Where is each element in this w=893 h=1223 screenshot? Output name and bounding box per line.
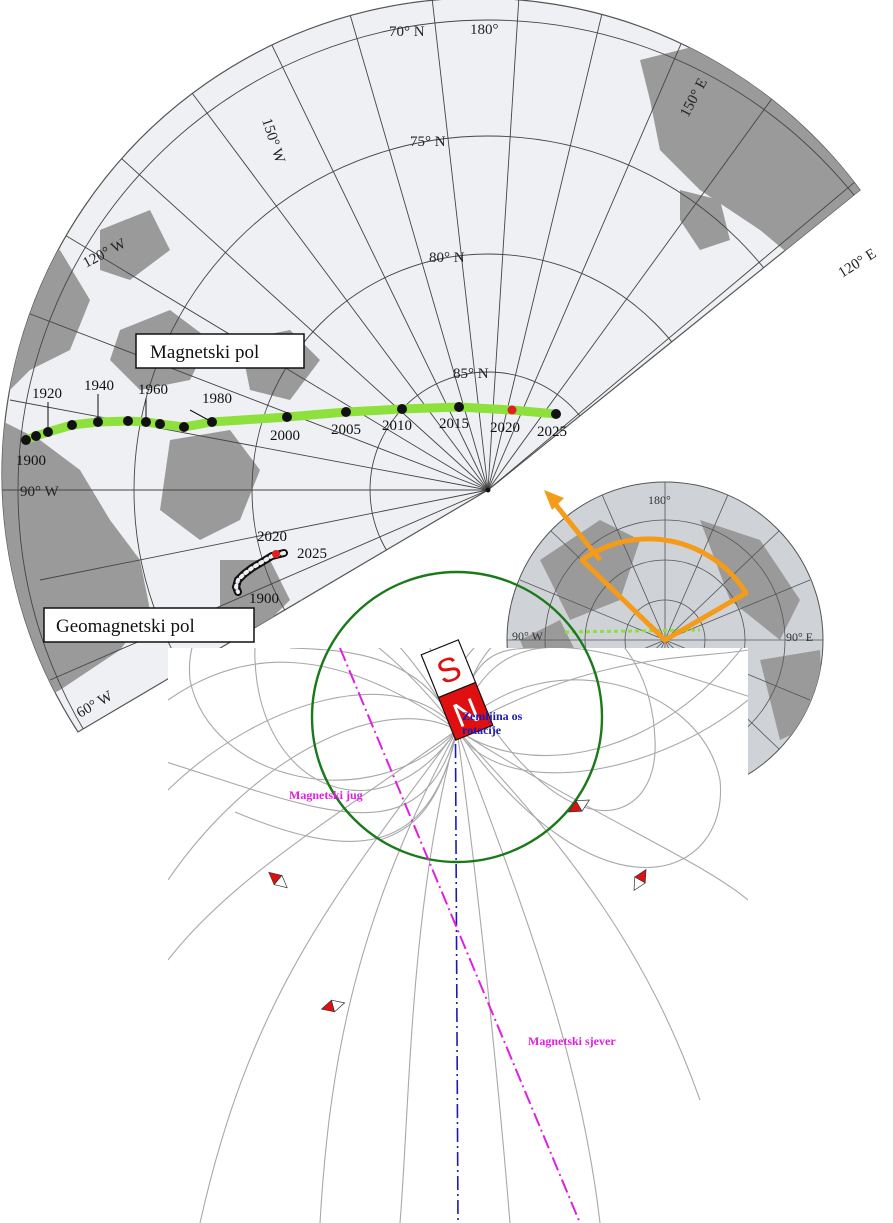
geo-year-1900: 1900: [249, 591, 279, 607]
magnetic-south-label: Magnetski jug: [289, 788, 363, 802]
magnetic-pole-point: [67, 420, 77, 430]
north-pole-dot: [485, 487, 491, 493]
svg-text:Magnetski pol: Magnetski pol: [150, 342, 259, 363]
lat-label-85: 85° N: [453, 366, 489, 382]
year-1940: 1940: [84, 378, 114, 394]
year-leaders: [47, 394, 213, 432]
geo-year-2025: 2025: [297, 546, 327, 562]
magnetic-pole-point: [454, 402, 464, 412]
magnet-n-pole: [437, 681, 494, 741]
geo-year-2020: 2020: [257, 529, 287, 545]
year-2020: 2020: [490, 420, 520, 436]
compass-needles: [268, 799, 647, 1013]
magnetic-axis: [339, 647, 581, 1223]
year-2015: 2015: [439, 416, 469, 432]
svg-text:Geomagnetski pol: Geomagnetski pol: [56, 616, 195, 637]
rotation-axis-label-1: Zemljina os: [462, 709, 523, 723]
magnetic-field-diagram: S N Zemljina os rotacije Magnetski jug M…: [168, 570, 748, 1223]
lat-label-80: 80° N: [429, 250, 465, 266]
year-2010: 2010: [382, 418, 412, 434]
geomagnetic-pole-label-box: Geomagnetski pol: [43, 607, 255, 643]
magnetic-pole-point: [551, 409, 561, 419]
magnetic-pole-point: [21, 435, 31, 445]
lon-label-120e: 120° E: [836, 246, 880, 282]
magnetic-pole-point: [507, 405, 517, 415]
magnetic-pole-track: [21, 402, 561, 445]
inset-arrow-head: [544, 490, 564, 510]
inset-highlight-sector: [579, 536, 749, 643]
inset-label-90w: 90° W: [512, 629, 544, 643]
field-panel: [168, 648, 748, 1223]
year-2005: 2005: [331, 422, 361, 438]
lon-label-90w: 90° W: [20, 484, 59, 500]
magnetic-pole-points: [21, 402, 561, 445]
magnetic-pole-point: [31, 431, 41, 441]
magnetic-pole-point: [123, 416, 133, 426]
year-1920: 1920: [32, 386, 62, 402]
geomagnetic-track-inner: [233, 551, 286, 594]
bar-magnet: S N: [420, 639, 494, 741]
earth-circle: [310, 570, 604, 864]
lon-label-180: 180°: [470, 22, 499, 38]
rotation-axis-label-2: rotacije: [462, 723, 502, 737]
geomagnetic-pole-current: [272, 550, 280, 558]
field-lines: [168, 648, 748, 1223]
magnetic-pole-point: [282, 412, 292, 422]
year-2000: 2000: [270, 428, 300, 444]
year-1960: 1960: [138, 382, 168, 398]
lat-label-75: 75° N: [410, 134, 446, 150]
inset-label-90e: 90° E: [786, 630, 813, 644]
magnetic-pole-point: [179, 422, 189, 432]
magnetic-pole-point: [155, 419, 165, 429]
inset-label-180: 180°: [648, 493, 671, 507]
year-1900: 1900: [16, 453, 46, 469]
year-2025: 2025: [537, 424, 567, 440]
year-1980: 1980: [202, 391, 232, 407]
lat-label-70: 70° N: [389, 24, 425, 40]
magnetic-pole-point: [341, 407, 351, 417]
magnetic-pole-point: [397, 404, 407, 414]
magnetic-pole-label-box: Magnetski pol: [135, 333, 305, 369]
magnetic-north-label: Magnetski sjever: [528, 1034, 616, 1048]
inset-arrow-shaft: [550, 498, 602, 562]
